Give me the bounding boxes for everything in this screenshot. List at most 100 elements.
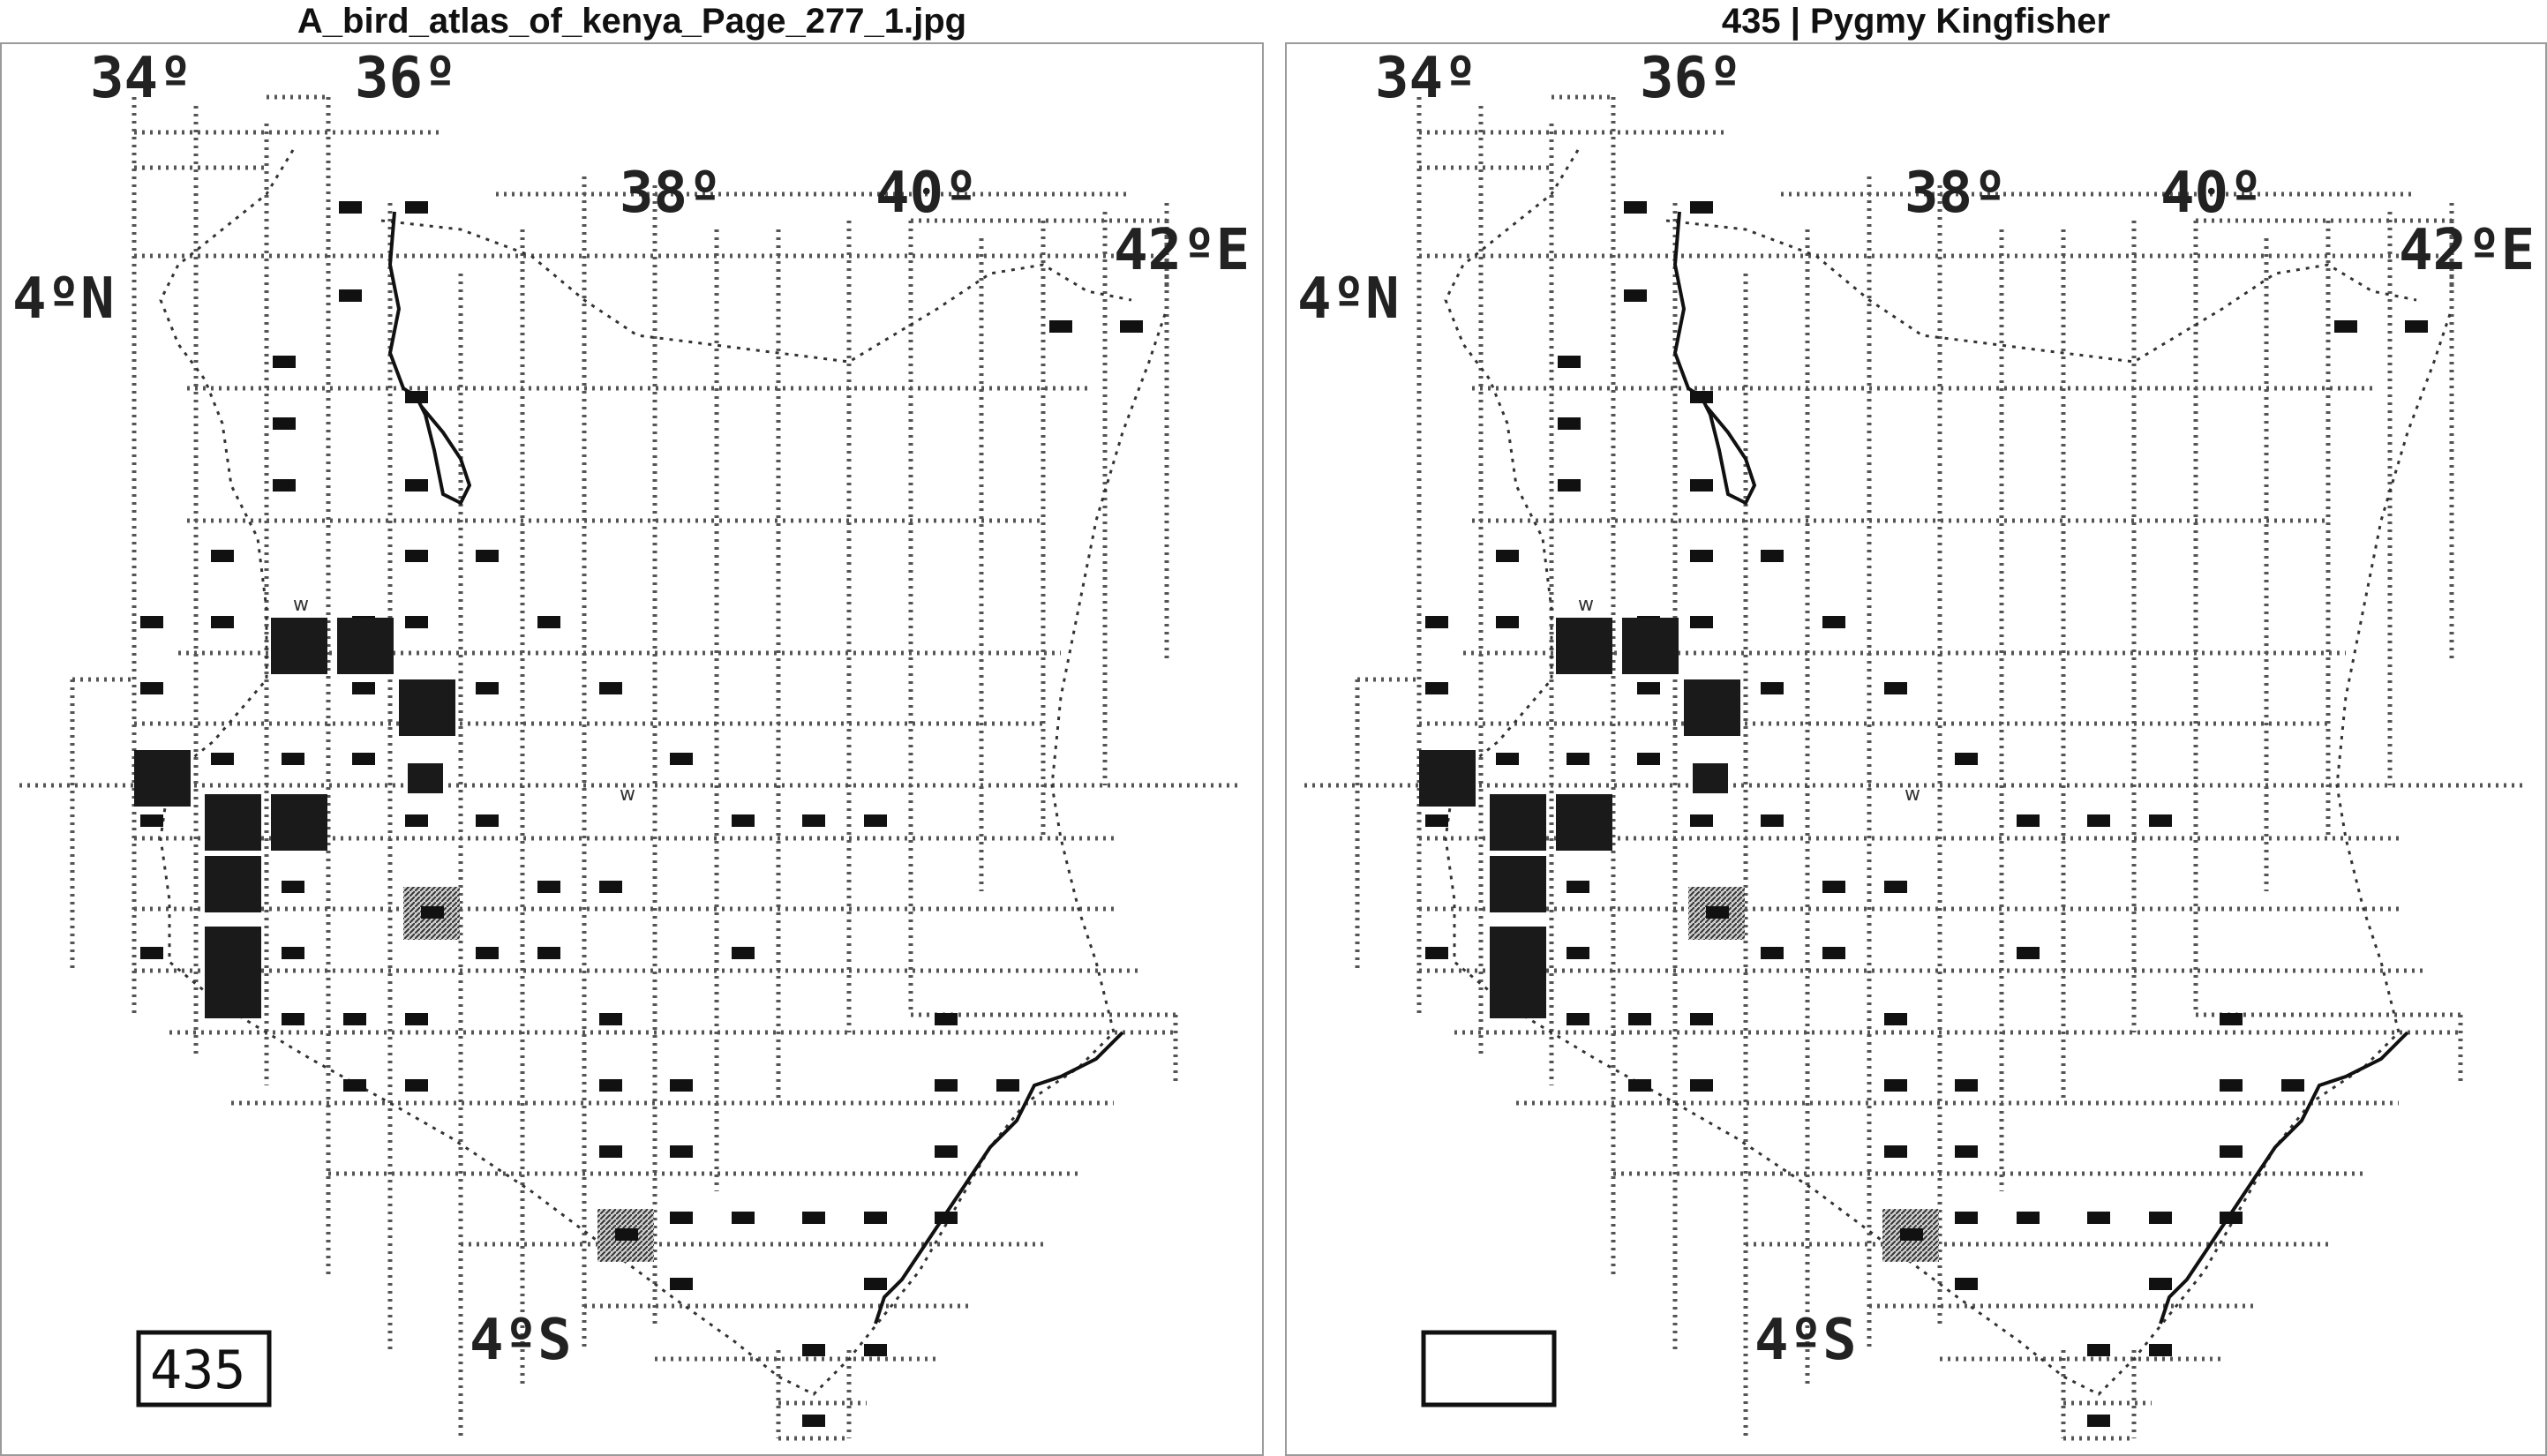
species-number-box	[136, 1330, 272, 1407]
record-marker	[1690, 201, 1713, 214]
record-marker	[935, 1145, 958, 1158]
breeding-record-square	[271, 794, 327, 851]
wetland-w-marker: w	[620, 784, 635, 806]
record-marker	[2017, 1212, 2040, 1224]
record-marker	[1955, 1278, 1978, 1290]
record-marker	[864, 1212, 887, 1224]
breeding-record-square	[399, 679, 455, 736]
record-square-medium	[408, 763, 443, 793]
record-marker	[352, 753, 375, 765]
record-marker	[1690, 616, 1713, 628]
record-marker	[140, 947, 163, 959]
record-marker	[1120, 320, 1143, 333]
record-marker	[599, 1145, 622, 1158]
record-marker	[599, 1079, 622, 1092]
record-marker	[1761, 947, 1784, 959]
longitude-label: 38º	[1905, 161, 2007, 226]
species-number-box	[1421, 1330, 1557, 1407]
record-marker	[1822, 947, 1845, 959]
record-marker	[670, 1278, 693, 1290]
record-marker	[1624, 289, 1647, 302]
record-marker	[2149, 1344, 2172, 1356]
record-marker	[2087, 1212, 2110, 1224]
record-marker	[670, 753, 693, 765]
latitude-label: 4ºN	[1297, 266, 1400, 332]
record-marker	[1884, 1145, 1907, 1158]
record-marker	[1955, 1079, 1978, 1092]
record-marker	[405, 1079, 428, 1092]
record-marker	[537, 616, 560, 628]
record-marker	[2281, 1079, 2304, 1092]
record-marker	[996, 1079, 1019, 1092]
record-marker	[476, 947, 499, 959]
record-marker	[599, 682, 622, 694]
record-marker	[405, 391, 428, 403]
record-marker	[670, 1145, 693, 1158]
record-marker	[1955, 753, 1978, 765]
breeding-record-square	[1419, 750, 1476, 807]
record-marker	[2220, 1079, 2243, 1092]
record-marker	[802, 1415, 825, 1427]
record-marker	[1690, 479, 1713, 492]
breeding-record-square	[134, 750, 191, 807]
record-marker	[282, 881, 304, 893]
breeding-record-square	[1622, 618, 1679, 674]
record-marker	[1567, 753, 1589, 765]
record-marker	[405, 550, 428, 562]
record-marker	[211, 550, 234, 562]
record-marker	[1558, 417, 1581, 430]
coordinate-labels: 34º 36º 38º 40º 42ºE 4ºN 4ºS	[1297, 46, 2535, 1373]
latitude-label: 4ºS	[470, 1308, 572, 1373]
longitude-label: 40º	[875, 161, 978, 226]
record-marker	[2017, 814, 2040, 827]
record-marker	[273, 356, 296, 368]
right-map-panel: 34º 36º 38º 40º 42ºE 4ºN 4ºS w w	[1285, 42, 2547, 1456]
breeding-record-square	[1684, 679, 1740, 736]
record-marker	[1955, 1145, 1978, 1158]
country-outline	[1444, 149, 2453, 1396]
wetland-w-marker: w	[1905, 784, 1920, 806]
record-marker	[421, 906, 444, 919]
record-marker	[732, 1212, 755, 1224]
record-marker	[1761, 682, 1784, 694]
record-marker	[1761, 550, 1784, 562]
longitude-label: 34º	[1375, 46, 1477, 111]
record-marker	[140, 814, 163, 827]
record-marker	[1628, 1079, 1651, 1092]
longitude-label: 36º	[355, 46, 457, 111]
record-marker	[537, 947, 560, 959]
record-marker	[282, 1013, 304, 1025]
record-marker	[339, 289, 362, 302]
record-marker	[1496, 550, 1519, 562]
record-marker	[211, 616, 234, 628]
record-marker	[2220, 1145, 2243, 1158]
record-marker	[802, 1212, 825, 1224]
record-marker	[1425, 947, 1448, 959]
record-marker	[1690, 391, 1713, 403]
record-marker	[864, 1344, 887, 1356]
grid-lines	[1304, 94, 2522, 1441]
record-marker	[1822, 616, 1845, 628]
record-marker	[140, 682, 163, 694]
record-marker	[273, 417, 296, 430]
record-marker	[1624, 201, 1647, 214]
record-marker	[476, 814, 499, 827]
record-marker	[2334, 320, 2357, 333]
record-marker	[1425, 682, 1448, 694]
record-marker	[405, 479, 428, 492]
record-marker	[273, 479, 296, 492]
record-marker	[2087, 1415, 2110, 1427]
wetland-w-marker: w	[293, 594, 309, 616]
record-marker	[282, 753, 304, 765]
record-marker	[339, 201, 362, 214]
record-marker	[476, 550, 499, 562]
record-marker	[211, 753, 234, 765]
longitude-label: 38º	[620, 161, 722, 226]
record-marker	[1628, 1013, 1651, 1025]
record-marker	[282, 947, 304, 959]
record-marker	[1558, 479, 1581, 492]
species-number: 435	[150, 1340, 245, 1401]
record-marker	[1884, 1013, 1907, 1025]
